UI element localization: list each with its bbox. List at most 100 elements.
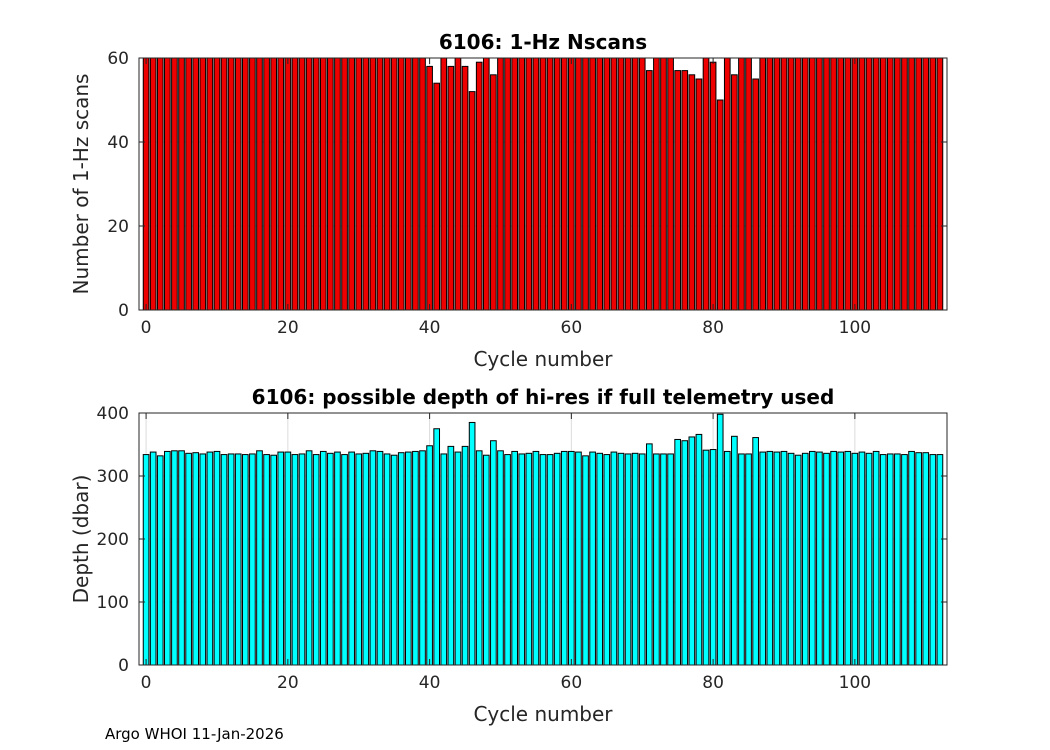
bottom-bar-cycle-45	[461, 445, 469, 666]
bottom-x-tick-label: 40	[419, 673, 441, 693]
top-x-tick-label: 80	[702, 318, 724, 338]
top-bar-cycle-15	[249, 57, 256, 311]
top-bar-cycle-88	[766, 57, 774, 311]
top-bar-cycle-112	[936, 57, 944, 311]
top-bar-cycle-63	[589, 57, 596, 311]
top-bar-cycle-12	[227, 57, 235, 311]
bottom-chart-panel: 0 20 40 60 80 100 0 100 200 300 400 6106: possible …	[69, 385, 948, 726]
top-bar-cycle-50	[497, 57, 504, 311]
bottom-bar-cycle-38	[412, 450, 419, 666]
top-bar-cycle-76	[681, 70, 689, 311]
top-bar-cycle-110	[922, 57, 930, 311]
bottom-bar-cycle-53	[518, 453, 526, 666]
top-bar-cycle-77	[688, 74, 696, 311]
bottom-bar-cycle-95	[816, 451, 823, 666]
bottom-bar-cycle-48	[482, 454, 490, 666]
bottom-bar-cycle-17	[263, 454, 270, 666]
bottom-chart-title: 6106: possible depth of hi-res if full t…	[252, 385, 835, 409]
bottom-bar-cycle-14	[241, 454, 249, 666]
bottom-bar-cycle-29	[348, 451, 355, 666]
bottom-bar-cycle-97	[830, 450, 837, 666]
bottom-bar-cycle-60	[568, 450, 575, 666]
bottom-y-tick-label: 0	[118, 656, 129, 676]
bottom-bar-cycle-28	[341, 454, 348, 666]
bottom-bar-cycle-23	[305, 450, 313, 666]
bottom-bar-cycle-90	[780, 450, 788, 666]
bottom-bar-cycle-7	[192, 452, 200, 666]
bottom-bar-cycle-102	[865, 452, 873, 666]
bottom-bar-cycle-19	[277, 451, 285, 666]
top-bar-cycle-25	[319, 57, 327, 311]
top-bar-cycle-91	[787, 57, 795, 311]
top-bar-cycle-68	[624, 57, 632, 311]
bottom-bar-cycle-43	[447, 445, 455, 666]
bottom-bar-cycle-112	[936, 454, 944, 666]
top-bar-cycle-82	[723, 57, 731, 311]
bottom-bar-cycle-96	[823, 452, 830, 666]
bottom-bar-cycle-39	[419, 450, 426, 666]
bottom-bar-cycle-18	[270, 454, 278, 666]
bottom-bar-cycle-105	[886, 453, 894, 666]
bottom-bar-cycle-35	[390, 454, 398, 666]
top-bar-cycle-90	[780, 57, 788, 311]
top-bar-cycle-56	[539, 57, 547, 311]
bottom-x-tick-label: 80	[702, 673, 724, 693]
bottom-bar-cycle-20	[284, 451, 292, 666]
top-bar-cycle-27	[334, 57, 341, 311]
top-x-tick-label: 60	[561, 318, 583, 338]
top-bar-cycle-65	[603, 57, 611, 311]
top-bar-cycle-59	[560, 57, 568, 311]
top-bar-cycle-47	[475, 61, 483, 311]
top-bar-cycle-7	[192, 57, 200, 311]
bottom-bar-cycle-4	[171, 450, 178, 666]
bottom-bar-cycle-56	[539, 454, 547, 666]
bottom-bar-cycle-31	[362, 452, 370, 666]
bottom-bar-cycle-52	[511, 450, 518, 666]
bottom-x-tick-label: 100	[839, 673, 871, 693]
bottom-bar-cycle-107	[901, 454, 908, 666]
bottom-bar-cycle-0	[142, 454, 150, 666]
top-bar-cycle-101	[858, 57, 866, 311]
top-y-tick-label: 40	[107, 133, 129, 153]
top-y-tick-label: 20	[107, 217, 129, 237]
bottom-bar-cycle-85	[745, 453, 752, 666]
bottom-bar-cycle-26	[327, 452, 334, 666]
top-bar-cycle-78	[695, 78, 703, 311]
top-bar-cycle-40	[426, 65, 433, 311]
bottom-bar-cycle-91	[787, 452, 795, 666]
bottom-bar-cycle-77	[688, 436, 696, 666]
top-bar-cycle-9	[206, 57, 214, 311]
top-y-tick-label: 60	[107, 49, 129, 69]
bottom-bar-cycle-78	[695, 433, 703, 666]
top-x-tick-label: 100	[839, 318, 871, 338]
top-bar-cycle-109	[915, 57, 922, 311]
bottom-bar-cycle-101	[858, 451, 866, 666]
bottom-bar-cycle-41	[433, 428, 441, 666]
bottom-bar-cycle-110	[922, 452, 930, 666]
top-bar-cycle-105	[886, 57, 894, 311]
top-bar-cycle-58	[553, 57, 561, 311]
bottom-bar-cycle-89	[773, 451, 781, 666]
top-bar-cycle-18	[270, 57, 278, 311]
top-y-tick-label: 0	[118, 301, 129, 321]
top-bar-cycle-57	[546, 57, 554, 311]
top-bar-cycle-34	[383, 57, 391, 311]
top-bar-cycle-55	[532, 57, 540, 311]
top-bar-cycle-2	[156, 57, 164, 311]
bottom-bar-cycle-6	[185, 452, 192, 666]
top-bar-cycle-74	[667, 57, 674, 311]
bottom-bar-cycle-13	[234, 453, 242, 666]
bottom-bar-cycle-74	[667, 453, 674, 666]
bottom-bar-cycle-32	[369, 450, 377, 666]
bottom-bar-cycle-11	[220, 454, 228, 666]
top-bar-cycle-71	[645, 70, 653, 311]
bottom-bar-cycle-36	[397, 452, 405, 666]
bottom-bar-cycle-99	[844, 450, 852, 666]
bottom-y-tick-label: 200	[97, 530, 129, 550]
top-bar-cycle-29	[348, 57, 355, 311]
top-bar-cycle-30	[355, 57, 363, 311]
bottom-bar-cycle-67	[617, 452, 625, 666]
top-bar-cycle-14	[241, 57, 249, 311]
bottom-bar-cycle-25	[319, 450, 327, 666]
